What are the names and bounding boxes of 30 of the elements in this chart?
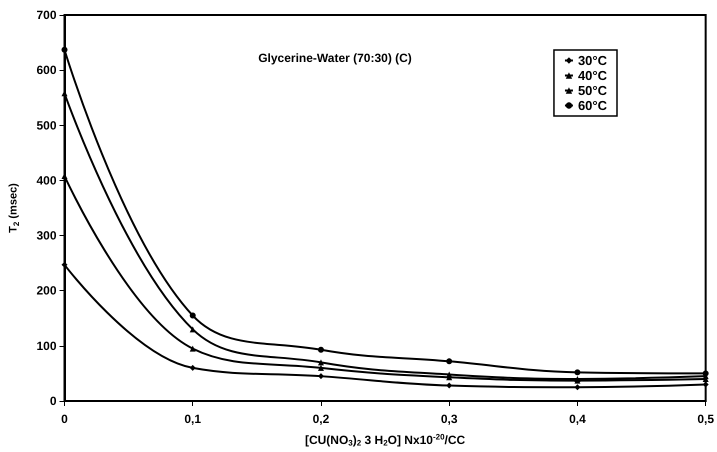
x-tick-label: 0,3: [440, 412, 458, 426]
point: [190, 364, 196, 371]
y-tick-label: 500: [36, 118, 57, 132]
point: [62, 46, 68, 53]
legend-label: 60°C: [578, 98, 608, 113]
point: [318, 346, 324, 353]
point: [190, 312, 196, 319]
point: [446, 358, 452, 364]
y-tick-label: 300: [36, 228, 57, 243]
y-tick-label: 100: [36, 338, 57, 353]
y-axis-title: T2 (msec): [8, 182, 21, 233]
point: [318, 359, 324, 366]
text: Glycerine-Water (70:30) (C): [258, 51, 412, 65]
point: [190, 346, 196, 352]
y-tick-label: 0: [50, 394, 57, 408]
legend-label: 50°C: [578, 83, 608, 98]
y-tick-label: 600: [36, 63, 57, 78]
legend-label: 40°C: [578, 68, 608, 83]
point: [318, 364, 324, 371]
y-tick-label: 400: [36, 173, 57, 188]
x-tick-label: 0,4: [569, 412, 586, 426]
y-tick-label: 700: [36, 8, 57, 22]
point: [574, 369, 580, 376]
x-tick-label: 0,2: [312, 412, 330, 426]
legend-label: 30°C: [578, 53, 608, 68]
x-tick-label: 0,1: [184, 412, 202, 426]
x-tick-label: 0,5: [697, 412, 714, 426]
x-tick-label: 0: [61, 412, 68, 426]
y-tick-label: 200: [36, 284, 57, 298]
point: [702, 370, 709, 376]
